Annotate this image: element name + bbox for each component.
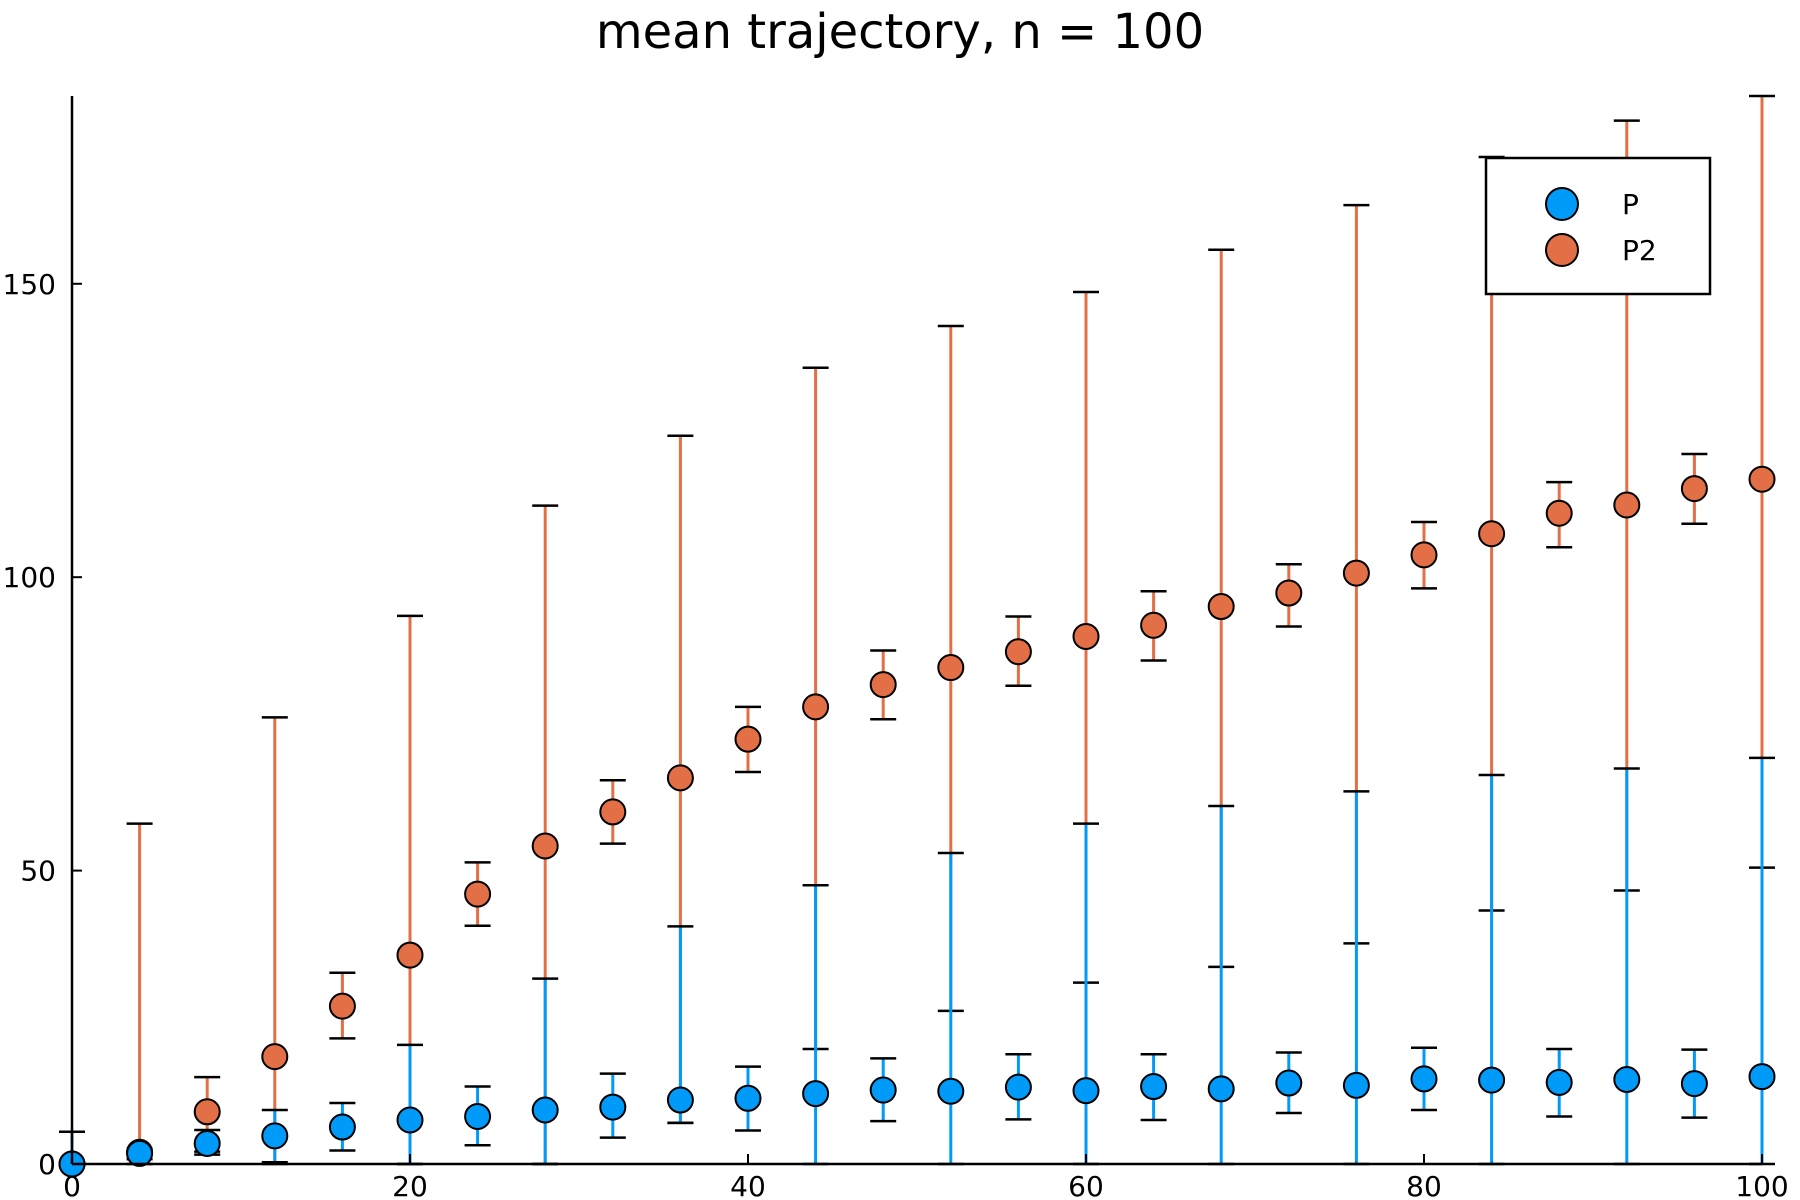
ticks: 0 20 40 60 80 100 0 50 100 150 (3, 268, 1789, 1200)
point-p2-19 (1342, 559, 1370, 587)
point-p2-15 (1072, 622, 1100, 650)
point-p-8 (599, 1093, 627, 1121)
point-p2-21 (1478, 520, 1506, 548)
point-p-10 (734, 1084, 762, 1112)
point-p2-18 (1275, 579, 1303, 607)
point-p-7 (531, 1096, 559, 1124)
y-tick-label-0: 0 (38, 1148, 56, 1181)
legend: P P2 (1484, 156, 1712, 296)
legend-marker-p2 (1545, 233, 1579, 267)
point-p-16 (1140, 1073, 1168, 1101)
point-p2-12 (869, 671, 897, 699)
point-p2-11 (802, 693, 830, 721)
x-tick-label-4: 80 (1406, 1170, 1442, 1200)
y-tick-label-1: 50 (20, 855, 56, 888)
legend-marker-p (1545, 187, 1579, 221)
axes (70, 96, 1762, 1166)
y-tick-label-2: 100 (3, 561, 56, 594)
x-tick-label-1: 20 (392, 1170, 428, 1200)
chart-title: mean trajectory, n = 100 (595, 4, 1205, 60)
point-p-19 (1342, 1071, 1370, 1099)
point-p2-7 (531, 832, 559, 860)
point-p-5 (396, 1106, 424, 1134)
point-p-17 (1207, 1075, 1235, 1103)
point-p-1 (126, 1139, 154, 1167)
point-p2-24 (1680, 475, 1708, 503)
point-p2-20 (1410, 541, 1438, 569)
point-p-14 (1004, 1073, 1032, 1101)
legend-box (1484, 156, 1712, 296)
point-p2-8 (599, 798, 627, 826)
point-p-3 (261, 1122, 289, 1150)
legend-label-p: P (1622, 188, 1639, 221)
legend-label-p2: P2 (1622, 234, 1657, 267)
point-p-6 (464, 1102, 492, 1130)
x-tick-label-0: 0 (63, 1170, 81, 1200)
point-p2-22 (1545, 499, 1573, 527)
point-p-9 (666, 1086, 694, 1114)
point-p-13 (937, 1077, 965, 1105)
point-p2-23 (1613, 491, 1641, 519)
point-p2-6 (464, 880, 492, 908)
point-p-24 (1680, 1070, 1708, 1098)
point-p2-4 (328, 992, 356, 1020)
point-p-25 (1748, 1063, 1776, 1091)
point-p-22 (1545, 1068, 1573, 1096)
point-p2-10 (734, 725, 762, 753)
point-p-12 (869, 1076, 897, 1104)
x-tick-label-3: 60 (1068, 1170, 1104, 1200)
point-p-20 (1410, 1065, 1438, 1093)
point-p2-5 (396, 941, 424, 969)
point-p-4 (328, 1113, 356, 1141)
x-tick-label-5: 100 (1735, 1170, 1788, 1200)
point-p-21 (1478, 1066, 1506, 1094)
data-markers (58, 465, 1776, 1178)
point-p2-25 (1748, 465, 1776, 493)
point-p-15 (1072, 1077, 1100, 1105)
x-tick-label-2: 40 (730, 1170, 766, 1200)
point-p2-13 (937, 654, 965, 682)
point-p2-9 (666, 764, 694, 792)
point-p2-2 (193, 1098, 221, 1126)
point-p2-14 (1004, 638, 1032, 666)
point-p2-3 (261, 1043, 289, 1071)
point-p-18 (1275, 1069, 1303, 1097)
y-tick-label-3: 150 (3, 268, 56, 301)
point-p2-16 (1140, 611, 1168, 639)
point-p2-17 (1207, 593, 1235, 621)
point-p-23 (1613, 1065, 1641, 1093)
point-p-11 (802, 1080, 830, 1108)
point-p-2 (193, 1129, 221, 1157)
